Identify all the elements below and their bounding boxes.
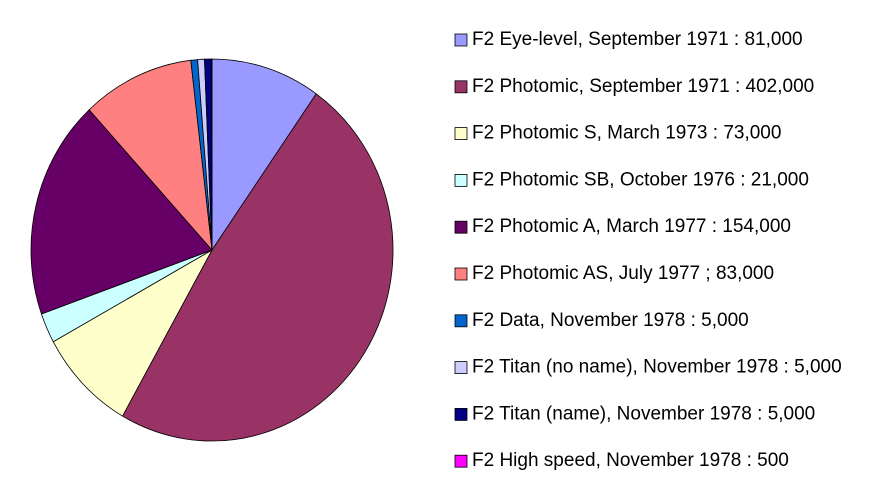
legend-label: F2 Photomic AS, July 1977 ; 83,000 bbox=[472, 263, 774, 284]
legend-label: F2 High speed, November 1978 : 500 bbox=[472, 450, 789, 471]
legend-swatch bbox=[454, 173, 468, 187]
legend-swatch bbox=[454, 361, 468, 375]
legend-label: F2 Titan (no name), November 1978 : 5,00… bbox=[472, 357, 842, 378]
legend-label: F2 Photomic SB, October 1976 : 21,000 bbox=[472, 169, 809, 190]
pie-slice bbox=[52, 248, 214, 417]
legend-label: F2 Photomic A, March 1977 : 154,000 bbox=[472, 216, 791, 237]
legend-swatch bbox=[454, 407, 468, 421]
pie-slice bbox=[88, 59, 213, 252]
legend-swatch bbox=[454, 267, 468, 281]
pie-slice bbox=[122, 93, 394, 442]
legend-swatch bbox=[454, 80, 468, 94]
legend-swatch bbox=[454, 454, 468, 468]
pie-slice bbox=[30, 109, 213, 315]
legend-label: F2 Data, November 1978 : 5,000 bbox=[472, 310, 749, 331]
pie-slice bbox=[211, 58, 317, 252]
pie-slice bbox=[210, 58, 213, 251]
legend-label: F2 Eye-level, September 1971 : 81,000 bbox=[472, 29, 803, 50]
legend-swatch bbox=[454, 33, 468, 47]
legend-swatch bbox=[454, 127, 468, 140]
legend-swatch bbox=[454, 314, 468, 328]
legend-label: F2 Titan (name), November 1978 : 5,000 bbox=[472, 403, 815, 424]
legend-swatch bbox=[454, 220, 468, 234]
legend-label: F2 Photomic, September 1971 : 402,000 bbox=[472, 76, 814, 97]
legend-label: F2 Photomic S, March 1973 : 73,000 bbox=[472, 123, 781, 144]
